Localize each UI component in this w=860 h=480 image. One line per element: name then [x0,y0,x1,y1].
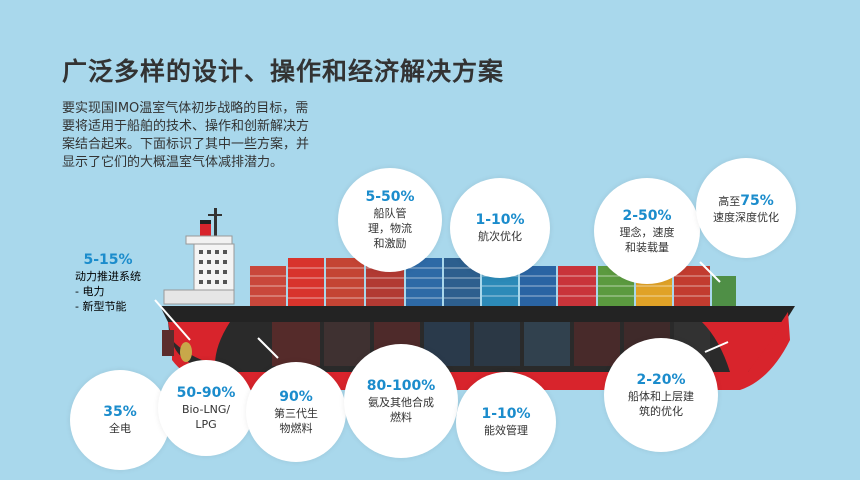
hull-label: 船体和上层建 筑的优化 [628,389,694,418]
solution-energy: 1-10% 能效管理 [456,372,556,472]
bow-red [702,322,785,372]
page-title: 广泛多样的设计、操作和经济解决方案 [62,57,505,86]
solution-propulsion: 5-15% 动力推进系统 - 电力 - 新型节能 [75,252,141,314]
hull-top-band [160,306,795,322]
speed-heading: 高至75% [718,191,774,210]
speed-percent: 75% [740,193,774,209]
pointer-lines [154,261,729,359]
lng-percent: 50-90% [176,384,236,401]
speed-label: 速度深度优化 [713,211,779,224]
fleet-label: 船队管 理，物流 和激励 [368,207,412,250]
solution-ammonia: 80-100% 氨及其他合成 燃料 [344,344,458,458]
voyage-percent: 1-10% [475,212,525,228]
propulsion-percent: 5-15% [83,252,133,268]
energy-percent: 1-10% [481,406,531,422]
stern-deck [163,289,235,305]
propeller [180,342,192,362]
ammonia-percent: 80-100% [366,377,436,394]
rudder [162,330,174,356]
solution-concept: 2-50% 理念，速度 和装载量 [594,178,700,284]
propulsion-label: 动力推进系统 - 电力 - 新型节能 [75,270,141,313]
solution-electric: 35% 全电 [70,370,170,470]
electric-label: 全电 [109,422,131,435]
ammonia-label: 氨及其他合成 燃料 [368,395,434,424]
solution-lng: 50-90% Bio-LNG/ LPG [158,360,254,456]
solution-fleet: 5-50% 船队管 理，物流 和激励 [338,168,442,272]
concept-label: 理念，速度 和装载量 [619,225,675,254]
deck-containers [250,258,736,306]
lng-label: Bio-LNG/ LPG [181,402,231,431]
voyage-label: 航次优化 [478,230,522,243]
concept-percent: 2-50% [622,207,672,224]
mast [214,208,217,238]
funnel [200,220,211,240]
energy-label: 能效管理 [484,424,528,437]
bridge-deck [185,235,233,245]
solution-biofuel: 90% 第三代生 物燃料 [246,362,346,462]
biofuel-percent: 90% [279,388,313,405]
solution-speed: 高至75% 速度深度优化 [696,158,796,258]
electric-percent: 35% [103,404,137,420]
solution-voyage: 1-10% 航次优化 [450,178,550,278]
fleet-percent: 5-50% [365,189,415,205]
biofuel-label: 第三代生 物燃料 [274,406,318,435]
intro-paragraph: 要实现国IMO温室气体初步战略的目标，需要将适用于船舶的技术、操作和创新解决方案… [62,101,310,170]
hull-percent: 2-20% [636,371,686,388]
speed-prefix: 高至 [718,195,741,208]
solution-hull: 2-20% 船体和上层建 筑的优化 [604,338,718,452]
